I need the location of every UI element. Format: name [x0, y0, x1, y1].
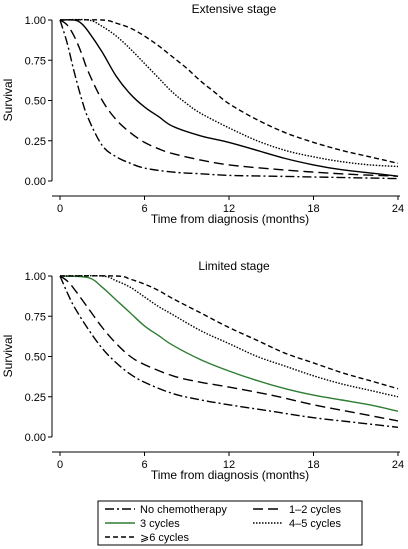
limited-y-tick-label: 1.00: [25, 271, 46, 283]
limited-y-tick-label: 0.00: [25, 432, 46, 444]
legend-box: [97, 500, 363, 546]
extensive-y-tick-label: 0.75: [25, 55, 46, 67]
limited-y-tick-label: 0.75: [25, 311, 46, 323]
limited-y-axis-label: Survival: [1, 335, 15, 378]
legend-item-1-2-cycles: 1–2 cycles: [253, 504, 341, 516]
extensive-curve-3-cycles: [59, 19, 399, 177]
limited-curve-1-2-cycles: [59, 275, 399, 422]
limited-x-axis-label: Time from diagnosis (months): [151, 468, 309, 482]
extensive-stage-title: Extensive stage: [192, 2, 277, 16]
extensive-x-tick-label: 18: [307, 203, 319, 215]
extensive-curve-4-5-cycles: [59, 18, 399, 168]
limited-ticks: 0.00 0.25 0.50 0.75 1.00 0 6 12 18 24: [25, 271, 405, 471]
legend-item-6-plus-cycles: ⩾6 cycles: [105, 532, 189, 544]
legend-label: ⩾6 cycles: [140, 532, 189, 544]
limited-x-tick-label: 24: [392, 459, 404, 471]
limited-x-tick-label: 6: [141, 459, 147, 471]
extensive-y-tick-label: 0.25: [25, 136, 46, 148]
extensive-curve-no-chemotherapy: [59, 19, 399, 180]
extensive-x-axis-label: Time from diagnosis (months): [151, 212, 309, 226]
legend-label: 4–5 cycles: [289, 518, 341, 530]
legend-item-no-chemotherapy: No chemotherapy: [105, 504, 227, 516]
extensive-x-tick-label: 12: [223, 203, 235, 215]
legend-label: 1–2 cycles: [289, 504, 341, 516]
extensive-stage-panel: Extensive stage Survival Time from diagn…: [1, 2, 404, 226]
limited-curve-6-cycles: [59, 275, 399, 390]
extensive-x-tick-label: 0: [57, 203, 63, 215]
legend-label: 3 cycles: [140, 518, 180, 530]
legend: No chemotherapy 1–2 cycles 3 cycles 4–5 …: [97, 500, 363, 546]
limited-y-tick-label: 0.50: [25, 352, 46, 364]
extensive-x-tick-label: 24: [392, 203, 404, 215]
legend-item-3-cycles: 3 cycles: [105, 518, 180, 530]
extensive-curve-6-cycles: [59, 19, 399, 164]
limited-y-tick-label: 0.25: [25, 392, 46, 404]
limited-curve-4-5-cycles: [59, 274, 399, 398]
extensive-y-tick-label: 1.00: [25, 15, 46, 27]
limited-stage-panel: Limited stage Survival Time from diagnos…: [1, 259, 404, 482]
extensive-curves: [59, 18, 399, 180]
limited-curves: [59, 274, 399, 428]
limited-x-tick-label: 12: [223, 459, 235, 471]
extensive-y-axis-label: Survival: [1, 79, 15, 122]
extensive-y-tick-label: 0.50: [25, 96, 46, 108]
limited-curve-3-cycles: [59, 275, 399, 412]
extensive-ticks: 0.00 0.25 0.50 0.75 1.00 0 6 12 18 24: [25, 15, 405, 215]
legend-label: No chemotherapy: [140, 504, 227, 516]
extensive-x-tick-label: 6: [141, 203, 147, 215]
limited-x-tick-label: 0: [57, 459, 63, 471]
limited-x-tick-label: 18: [307, 459, 319, 471]
limited-curve-no-chemotherapy: [59, 275, 399, 428]
extensive-curve-1-2-cycles: [59, 19, 399, 177]
limited-stage-title: Limited stage: [198, 259, 270, 273]
extensive-y-tick-label: 0.00: [25, 176, 46, 188]
legend-item-4-5-cycles: 4–5 cycles: [253, 518, 341, 530]
